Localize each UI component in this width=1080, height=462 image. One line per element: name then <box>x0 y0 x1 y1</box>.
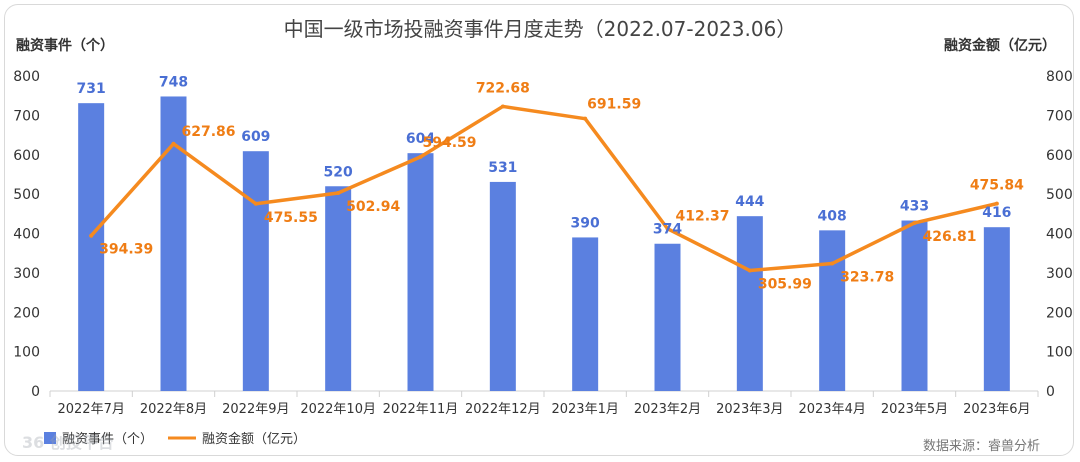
line-point <box>583 116 588 121</box>
line-point <box>830 261 835 266</box>
x-tick-label: 2022年9月 <box>222 402 289 417</box>
bar <box>819 230 846 391</box>
line-point <box>253 201 258 206</box>
y-tick-label-right: 500 <box>1046 187 1073 203</box>
bar <box>407 153 434 391</box>
legend-label-line: 融资金额（亿元） <box>202 431 306 447</box>
source-note: 数据来源：睿兽分析 <box>923 439 1040 454</box>
x-tick-label: 2022年10月 <box>300 402 376 417</box>
x-tick-label: 2023年4月 <box>798 402 865 417</box>
bar <box>736 216 763 391</box>
y-tick-label-right: 200 <box>1046 305 1073 321</box>
line-point <box>665 226 670 231</box>
bar-data-label: 748 <box>159 74 188 90</box>
line-data-label: 627.86 <box>182 124 236 140</box>
y-tick-label-left: 200 <box>13 305 40 321</box>
bar <box>654 243 681 391</box>
x-tick-label: 2022年7月 <box>57 402 124 417</box>
bar-data-label: 408 <box>818 208 847 224</box>
x-tick-label: 2022年11月 <box>383 402 459 417</box>
y-tick-label-left: 0 <box>31 384 40 400</box>
bar-data-label: 609 <box>241 129 270 145</box>
bar <box>78 103 105 391</box>
line-data-label: 722.68 <box>476 80 530 96</box>
x-tick-label: 2023年3月 <box>716 402 783 417</box>
y-tick-label-left: 700 <box>13 108 40 124</box>
line-data-label: 691.59 <box>587 97 641 113</box>
x-tick-label: 2023年5月 <box>881 402 948 417</box>
x-tick-label: 2023年2月 <box>634 402 701 417</box>
y-axis-title-left: 融资事件（个） <box>16 37 114 54</box>
y-tick-label-right: 600 <box>1046 148 1073 164</box>
bar-data-label: 604 <box>406 131 435 147</box>
bar-data-label: 531 <box>488 160 517 176</box>
line-data-label: 394.39 <box>99 242 153 258</box>
line-point <box>912 220 917 225</box>
line-point <box>418 154 423 159</box>
bar <box>983 227 1010 391</box>
y-tick-label-left: 100 <box>13 345 40 361</box>
bar <box>325 186 352 391</box>
bar-data-label: 416 <box>982 205 1011 221</box>
legend-label-bar: 融资事件（个） <box>62 432 153 447</box>
bar-data-label: 390 <box>571 215 600 231</box>
x-tick-label: 2023年1月 <box>551 402 618 417</box>
line-point <box>500 104 505 109</box>
chart-frame <box>4 4 1074 456</box>
bar-data-label: 731 <box>77 81 106 97</box>
y-tick-label-right: 100 <box>1046 345 1073 361</box>
bar <box>489 181 516 391</box>
bar <box>160 96 187 391</box>
y-axis-title-right: 融资金额（亿元） <box>944 37 1056 54</box>
line-point <box>89 233 94 238</box>
line-data-label: 426.81 <box>923 229 977 245</box>
y-tick-label-left: 400 <box>13 227 40 243</box>
line-data-label: 475.55 <box>264 210 318 226</box>
bar-data-label: 520 <box>324 164 353 180</box>
y-tick-label-left: 800 <box>13 69 40 85</box>
chart-title: 中国一级市场投融资事件月度走势（2022.07-2023.06） <box>284 17 797 41</box>
line-data-label: 594.59 <box>423 135 477 151</box>
line-point <box>336 190 341 195</box>
bar-data-label: 433 <box>900 199 929 215</box>
x-tick-label: 2022年12月 <box>465 402 541 417</box>
bar-data-label: 374 <box>653 222 682 238</box>
y-tick-label-right: 0 <box>1046 384 1055 400</box>
y-tick-label-right: 800 <box>1046 69 1073 85</box>
y-tick-label-left: 600 <box>13 148 40 164</box>
legend-swatch-bar <box>44 432 56 444</box>
line-point <box>171 141 176 146</box>
bar <box>242 151 269 391</box>
line-data-label: 475.84 <box>970 178 1024 194</box>
y-tick-label-right: 700 <box>1046 108 1073 124</box>
line-data-label: 502.94 <box>346 199 400 215</box>
line-point <box>747 268 752 273</box>
x-tick-label: 2023年6月 <box>963 402 1030 417</box>
y-tick-label-left: 300 <box>13 266 40 282</box>
line-data-label: 323.78 <box>840 270 894 286</box>
line-point <box>994 201 999 206</box>
line-data-label: 305.99 <box>758 277 812 293</box>
y-tick-label-left: 500 <box>13 187 40 203</box>
y-tick-label-right: 300 <box>1046 266 1073 282</box>
bar <box>572 237 599 391</box>
line-data-label: 412.37 <box>676 209 730 225</box>
watermark-logo: 36 创投平台 <box>22 433 114 452</box>
line-series <box>89 104 999 273</box>
bar-data-label: 444 <box>735 194 764 210</box>
y-tick-label-right: 400 <box>1046 227 1073 243</box>
bar <box>901 220 928 391</box>
x-tick-label: 2022年8月 <box>140 402 207 417</box>
